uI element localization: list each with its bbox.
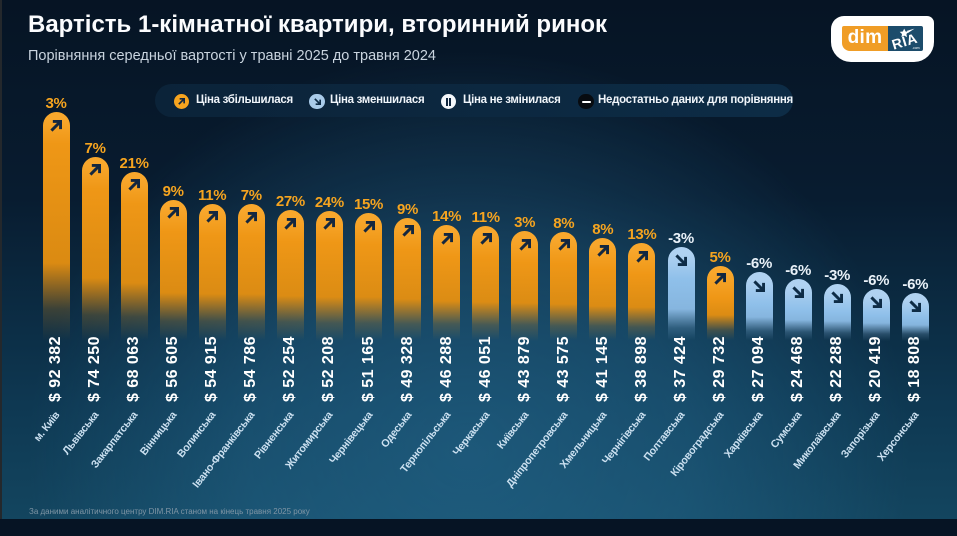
- svg-text:.com: .com: [912, 46, 920, 50]
- svg-text:RIA: RIA: [890, 30, 919, 51]
